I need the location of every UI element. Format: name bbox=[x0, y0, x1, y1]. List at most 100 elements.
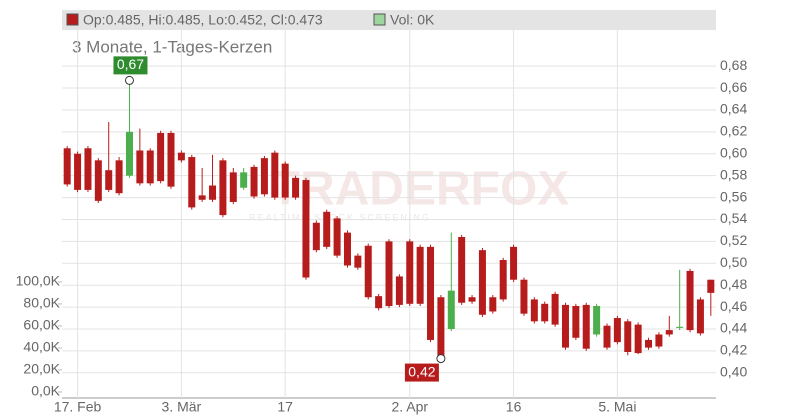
candle-body bbox=[385, 241, 393, 306]
candle-body bbox=[125, 131, 133, 176]
candle-body bbox=[551, 293, 559, 325]
candle-body bbox=[136, 150, 144, 184]
candle-body bbox=[593, 306, 601, 335]
candle-body bbox=[520, 279, 528, 314]
candle-body bbox=[395, 276, 403, 305]
x-tick-label: 17. Feb bbox=[54, 399, 102, 415]
candle-body bbox=[74, 153, 82, 190]
y2-tick-label: 100,0K bbox=[16, 273, 61, 289]
candle-body bbox=[302, 180, 310, 278]
y-tick-label: 0,48 bbox=[720, 276, 747, 292]
candle-body bbox=[613, 318, 621, 343]
y-tick-label: 0,68 bbox=[720, 57, 747, 73]
y-tick-label: 0,56 bbox=[720, 188, 747, 204]
candle-body bbox=[375, 296, 383, 309]
legend-volume: Vol: 0K bbox=[390, 12, 435, 28]
legend-swatch bbox=[66, 13, 79, 26]
candle-body bbox=[343, 232, 351, 266]
candle-body bbox=[281, 163, 289, 198]
candle-body bbox=[634, 324, 642, 354]
min-label: 0,42 bbox=[408, 363, 435, 379]
candle-body bbox=[292, 177, 300, 198]
watermark: REALTIME STOCK SCREENING bbox=[249, 212, 431, 222]
y-tick-label: 0,40 bbox=[720, 364, 747, 380]
candle-body bbox=[665, 330, 673, 335]
candle-body bbox=[105, 170, 113, 190]
candle-body bbox=[94, 160, 102, 201]
y-tick-label: 0,58 bbox=[720, 166, 747, 182]
y-tick-label: 0,54 bbox=[720, 210, 747, 226]
candle-body bbox=[489, 297, 497, 312]
candle-body bbox=[458, 237, 466, 303]
y-tick-label: 0,62 bbox=[720, 123, 747, 139]
candle-body bbox=[572, 306, 580, 338]
max-label: 0,67 bbox=[117, 56, 144, 72]
candle-body bbox=[541, 303, 549, 322]
y2-tick-label: 0,0K bbox=[31, 383, 60, 399]
candle-body bbox=[312, 222, 320, 251]
y2-tick-label: 40,0K bbox=[23, 339, 60, 355]
candle-body bbox=[510, 246, 518, 280]
legend-swatch bbox=[373, 13, 386, 26]
candle-body bbox=[499, 260, 507, 300]
y-tick-label: 0,50 bbox=[720, 254, 747, 270]
candle-body bbox=[240, 172, 248, 188]
y-tick-label: 0,52 bbox=[720, 232, 747, 248]
candle-body bbox=[530, 299, 538, 322]
x-tick-label: 3. Mär bbox=[162, 399, 202, 415]
y2-tick-label: 80,0K bbox=[23, 295, 60, 311]
candle-body bbox=[437, 297, 445, 357]
candle-body bbox=[624, 321, 632, 352]
candle-body bbox=[427, 246, 435, 340]
candle-body bbox=[354, 255, 362, 268]
candle-body bbox=[645, 339, 653, 348]
watermark: TRADERFOX bbox=[271, 163, 570, 216]
candle-body bbox=[447, 290, 455, 329]
candle-body bbox=[468, 297, 476, 302]
candle-body bbox=[333, 218, 341, 256]
legend-bar bbox=[62, 10, 716, 30]
candle-body bbox=[157, 132, 165, 182]
y-tick-label: 0,44 bbox=[720, 320, 747, 336]
candle-body bbox=[219, 160, 227, 216]
y-tick-label: 0,66 bbox=[720, 79, 747, 95]
candle-body bbox=[198, 195, 206, 200]
min-label-box bbox=[404, 363, 439, 382]
candle-body bbox=[655, 334, 663, 347]
candle-body bbox=[177, 152, 185, 161]
max-marker bbox=[124, 75, 134, 85]
candle-body bbox=[146, 150, 154, 184]
candle-body bbox=[707, 279, 715, 293]
candle-body bbox=[686, 270, 694, 331]
x-tick-label: 17 bbox=[277, 399, 293, 415]
candle-body bbox=[582, 304, 590, 349]
candle-body bbox=[603, 325, 611, 348]
candle-body bbox=[63, 148, 71, 185]
candle-body bbox=[323, 211, 331, 247]
max-label-box bbox=[113, 56, 148, 75]
y-tick-label: 0,60 bbox=[720, 144, 747, 160]
candle-body bbox=[364, 245, 372, 298]
candle-body bbox=[167, 132, 175, 187]
candle-body bbox=[250, 166, 258, 197]
candle-body bbox=[676, 326, 684, 328]
candle-body bbox=[406, 241, 414, 304]
candle-body bbox=[229, 172, 237, 202]
y-tick-label: 0,64 bbox=[720, 101, 747, 117]
subtitle: 3 Monate, 1-Tages-Kerzen bbox=[72, 37, 272, 56]
y2-tick-label: 60,0K bbox=[23, 317, 60, 333]
x-tick-label: 16 bbox=[506, 399, 522, 415]
y-tick-label: 0,46 bbox=[720, 298, 747, 314]
legend-ohlc: Op:0.485, Hi:0.485, Lo:0.452, Cl:0.473 bbox=[83, 12, 323, 28]
candle-body bbox=[478, 250, 486, 315]
candle-body bbox=[561, 304, 569, 348]
min-marker bbox=[436, 354, 446, 364]
candle-body bbox=[188, 157, 196, 208]
x-tick-label: 2. Apr bbox=[391, 399, 428, 415]
candle-body bbox=[416, 246, 424, 304]
candle-body bbox=[696, 299, 704, 334]
candle-body bbox=[209, 185, 217, 200]
y-tick-label: 0,42 bbox=[720, 342, 747, 358]
candle-body bbox=[260, 158, 268, 195]
